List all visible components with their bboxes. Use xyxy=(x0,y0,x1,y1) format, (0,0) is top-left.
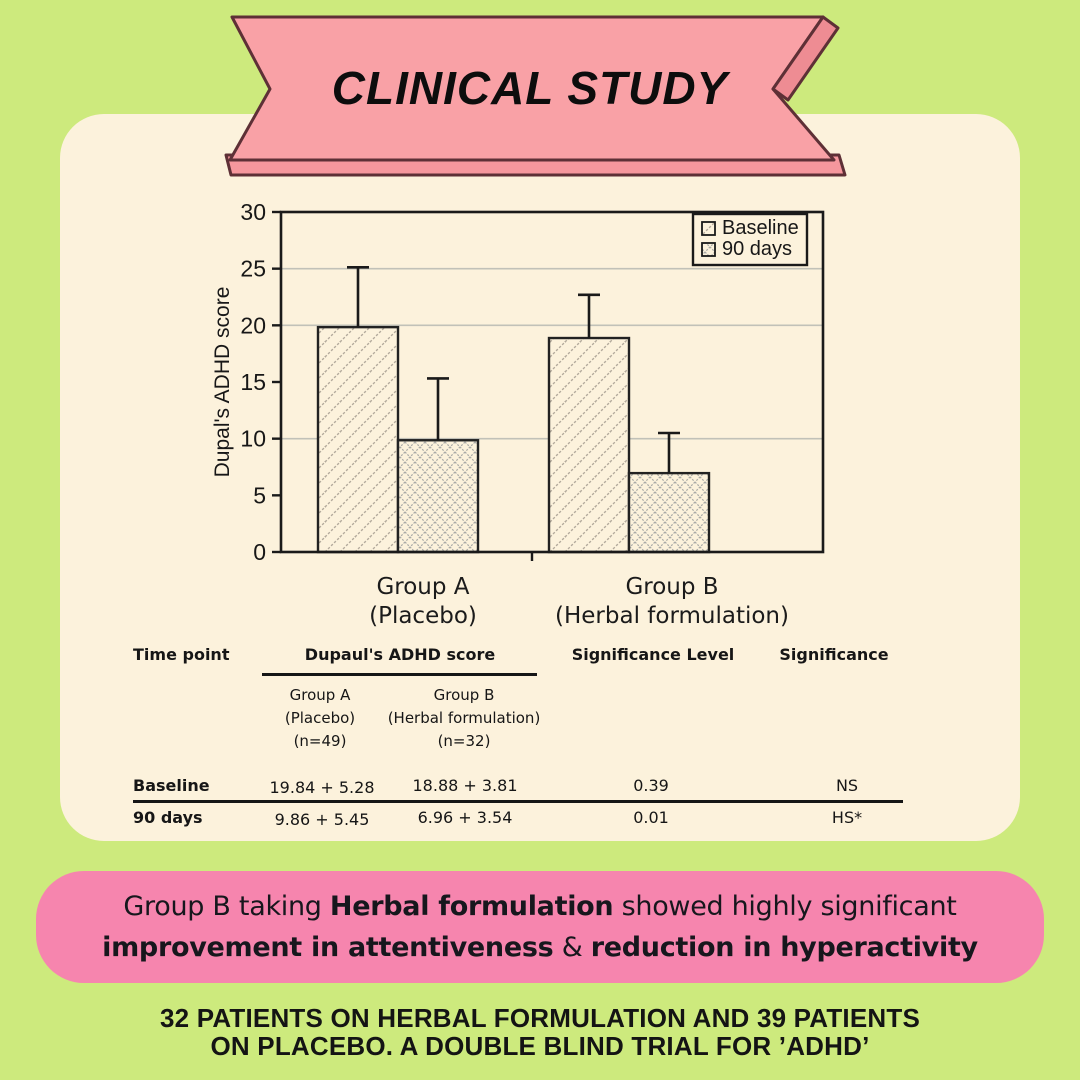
row-baseline-group-a: 19.84 + 5.28 xyxy=(269,778,375,797)
highlight-line-1: Group B taking Herbal formulation showed… xyxy=(36,886,1044,927)
row-90days-significance: HS* xyxy=(831,808,863,827)
footnote: 32 PATIENTS ON HERBAL FORMULATION AND 39… xyxy=(0,1003,1080,1061)
row-baseline-group-b: 18.88 + 3.81 xyxy=(412,776,518,795)
legend-label-baseline: Baseline xyxy=(722,217,799,239)
row-baseline-sig-level: 0.39 xyxy=(633,776,669,795)
content-card xyxy=(60,114,1020,841)
ribbon-fold xyxy=(771,15,840,102)
table-header-significance: Significance xyxy=(779,645,889,664)
clinical-study-ribbon xyxy=(224,15,847,177)
row-90days-group-b: 6.96 + 3.54 xyxy=(417,808,513,827)
highlight-l1-regular: Group B taking xyxy=(123,891,330,922)
row-baseline-significance: NS xyxy=(835,776,859,795)
table-header-time-point: Time point xyxy=(133,645,230,664)
subheader-group-b-line1: Group B xyxy=(433,686,495,704)
footnote-line-1: 32 PATIENTS ON HERBAL FORMULATION AND 39… xyxy=(160,1003,920,1033)
category-label-group-a-line1: Group A xyxy=(376,574,469,600)
row-90days-sig-level: 0.01 xyxy=(633,808,669,827)
category-label-group-b-line1: Group B xyxy=(625,574,718,600)
y-tick-label-15: 15 xyxy=(240,369,266,395)
y-tick-label-25: 25 xyxy=(240,256,266,282)
legend-swatch-baseline xyxy=(701,221,716,236)
footnote-line-2: ON PLACEBO. A DOUBLE BLIND TRIAL FOR ’AD… xyxy=(210,1030,870,1061)
table-header-significance-level: Significance Level xyxy=(571,645,735,664)
bar-group-b-90-days xyxy=(627,471,711,554)
y-tick-label-0: 0 xyxy=(253,539,266,565)
highlight-l2-bold: improvement in attentiveness xyxy=(102,932,554,963)
bar-group-a-baseline xyxy=(316,325,400,554)
y-tick-label-10: 10 xyxy=(240,426,266,452)
y-tick-label-20: 20 xyxy=(240,312,266,338)
legend-swatch-90-days xyxy=(701,242,716,257)
y-tick-label-30: 30 xyxy=(240,199,266,225)
table-header-adhd-score: Dupaul's ADHD score xyxy=(304,645,496,664)
category-label-group-b-line2: (Herbal formulation) xyxy=(555,603,789,628)
row-90days-label: 90 days xyxy=(133,808,203,827)
highlight-box: Group B taking Herbal formulation showed… xyxy=(36,871,1044,983)
subheader-group-b-line3: (n=32) xyxy=(437,732,491,750)
highlight-l2-bold-2: reduction in hyperactivity xyxy=(590,932,978,963)
subheader-group-a-line3: (n=49) xyxy=(293,732,347,750)
legend-label-90-days: 90 days xyxy=(722,238,792,260)
bar-group-a-90-days xyxy=(396,439,480,554)
subheader-group-a-line1: Group A xyxy=(289,686,351,704)
highlight-l2-amp: & xyxy=(553,932,591,963)
highlight-l1-regular-2: showed highly significant xyxy=(613,891,957,922)
row-90days-group-a: 9.86 + 5.45 xyxy=(274,810,370,829)
subheader-group-b-line2: (Herbal formulation) xyxy=(387,709,541,727)
table-row-divider xyxy=(133,800,903,803)
y-tick-label-5: 5 xyxy=(253,482,266,508)
score-header-underline xyxy=(262,673,537,676)
y-axis-label: Dupal's ADHD score xyxy=(211,287,234,478)
bar-group-b-baseline xyxy=(547,336,631,554)
subheader-group-a-line2: (Placebo) xyxy=(284,709,356,727)
category-label-group-a-line2: (Placebo) xyxy=(369,603,477,628)
highlight-line-2: improvement in attentiveness & reduction… xyxy=(36,927,1044,968)
row-baseline-label: Baseline xyxy=(133,776,210,795)
adhd-bar-chart: 0 5 10 15 20 25 30 Baseline 90 days Dupal's ADHD … xyxy=(205,192,855,629)
banner-title: CLINICAL STUDY xyxy=(331,62,729,114)
highlight-l1-bold: Herbal formulation xyxy=(329,891,614,922)
